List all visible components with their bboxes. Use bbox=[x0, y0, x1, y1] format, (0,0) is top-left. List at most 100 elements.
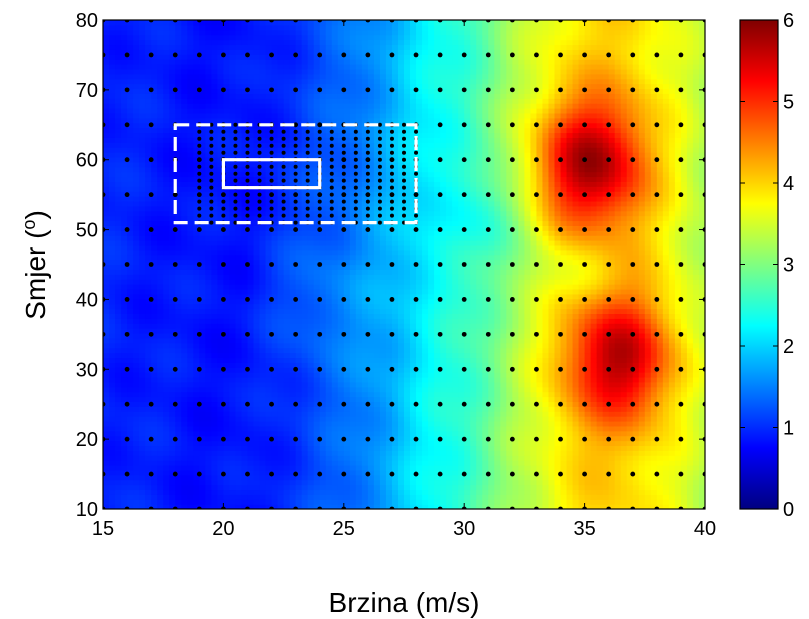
heat-cell bbox=[109, 479, 116, 486]
heat-cell bbox=[109, 386, 116, 393]
heat-cell bbox=[133, 337, 140, 344]
heat-cell bbox=[193, 435, 200, 442]
heat-cell bbox=[169, 430, 176, 437]
heat-cell bbox=[307, 298, 315, 305]
heat-cell bbox=[277, 460, 285, 466]
heat-cell bbox=[343, 156, 351, 163]
heat-cell bbox=[151, 68, 158, 75]
heat-cell bbox=[391, 332, 399, 339]
heat-cell bbox=[127, 460, 134, 466]
heat-cell bbox=[319, 411, 327, 417]
heat-cell bbox=[277, 416, 285, 422]
heat-cell bbox=[337, 44, 345, 50]
heat-cell bbox=[337, 469, 345, 476]
heat-cell bbox=[331, 298, 339, 305]
heat-cell bbox=[211, 469, 218, 476]
heat-cell bbox=[145, 215, 152, 222]
heat-cell bbox=[385, 64, 393, 70]
heat-cell bbox=[325, 416, 333, 422]
heat-cell bbox=[103, 303, 110, 310]
heat-cell bbox=[259, 176, 267, 182]
heat-cell bbox=[229, 196, 237, 202]
heat-cell bbox=[331, 494, 339, 500]
heat-cell bbox=[367, 152, 375, 158]
heat-cell bbox=[151, 122, 158, 129]
heat-cell bbox=[133, 381, 140, 388]
heat-cell bbox=[337, 64, 345, 70]
heat-cell bbox=[151, 386, 158, 393]
heat-cell bbox=[307, 425, 315, 432]
heat-cell bbox=[253, 386, 261, 393]
heat-cell bbox=[385, 171, 393, 178]
heat-cell bbox=[127, 142, 134, 148]
heat-cell bbox=[103, 112, 110, 119]
heat-cell bbox=[163, 171, 170, 178]
heat-cell bbox=[343, 240, 351, 246]
heat-cell bbox=[319, 284, 327, 290]
heat-cell bbox=[337, 504, 345, 509]
heat-cell bbox=[367, 235, 375, 241]
heat-cell bbox=[391, 406, 399, 412]
heat-cell bbox=[193, 176, 200, 182]
heat-cell bbox=[313, 49, 321, 55]
heat-cell bbox=[151, 88, 158, 94]
heat-cell bbox=[145, 504, 152, 509]
heat-cell bbox=[313, 342, 321, 349]
heat-cell bbox=[145, 78, 152, 85]
heat-cell bbox=[151, 499, 158, 505]
heat-cell bbox=[367, 156, 375, 163]
heat-cell bbox=[385, 313, 393, 319]
heat-cell bbox=[103, 127, 110, 134]
heat-cell bbox=[313, 455, 321, 461]
heat-cell bbox=[301, 367, 309, 373]
heat-cell bbox=[349, 396, 357, 403]
heat-cell bbox=[289, 176, 297, 182]
heat-cell bbox=[361, 244, 369, 251]
heat-cell bbox=[313, 411, 321, 417]
heat-cell bbox=[109, 381, 116, 388]
heat-cell bbox=[145, 342, 152, 349]
heat-cell bbox=[373, 196, 381, 202]
heat-cell bbox=[187, 386, 194, 393]
heat-cell bbox=[127, 372, 134, 378]
heat-cell bbox=[139, 313, 146, 319]
heat-cell bbox=[169, 479, 176, 486]
heat-cell bbox=[163, 108, 170, 114]
heat-cell bbox=[247, 161, 255, 168]
heat-cell bbox=[145, 235, 152, 241]
heat-cell bbox=[373, 152, 381, 158]
heat-cell bbox=[385, 469, 393, 476]
heat-cell bbox=[205, 166, 212, 173]
heat-cell bbox=[199, 450, 206, 456]
heat-cell bbox=[109, 103, 116, 109]
heat-cell bbox=[313, 430, 321, 437]
heat-cell bbox=[139, 284, 146, 290]
heat-cell bbox=[139, 484, 146, 491]
heat-cell bbox=[325, 469, 333, 476]
heat-cell bbox=[223, 430, 231, 437]
heat-cell bbox=[109, 494, 116, 500]
heat-cell bbox=[145, 489, 152, 495]
heat-cell bbox=[271, 64, 279, 70]
heat-cell bbox=[151, 147, 158, 153]
heat-cell bbox=[373, 93, 381, 99]
heat-cell bbox=[181, 430, 188, 437]
heat-cell bbox=[181, 64, 188, 70]
heat-cell bbox=[373, 284, 381, 290]
heat-cell bbox=[127, 308, 134, 314]
heat-cell bbox=[367, 88, 375, 94]
heat-cell bbox=[331, 396, 339, 403]
heat-cell bbox=[115, 274, 122, 280]
heat-cell bbox=[199, 372, 206, 378]
heat-cell bbox=[319, 98, 327, 104]
heat-cell bbox=[217, 249, 224, 256]
heat-cell bbox=[181, 49, 188, 55]
heat-cell bbox=[229, 20, 237, 26]
heat-cell bbox=[283, 196, 291, 202]
heat-cell bbox=[145, 420, 152, 427]
heat-cell bbox=[145, 372, 152, 378]
heat-cell bbox=[241, 396, 249, 403]
heat-cell bbox=[205, 337, 212, 344]
heat-cell bbox=[259, 504, 267, 509]
heat-cell bbox=[295, 381, 303, 388]
